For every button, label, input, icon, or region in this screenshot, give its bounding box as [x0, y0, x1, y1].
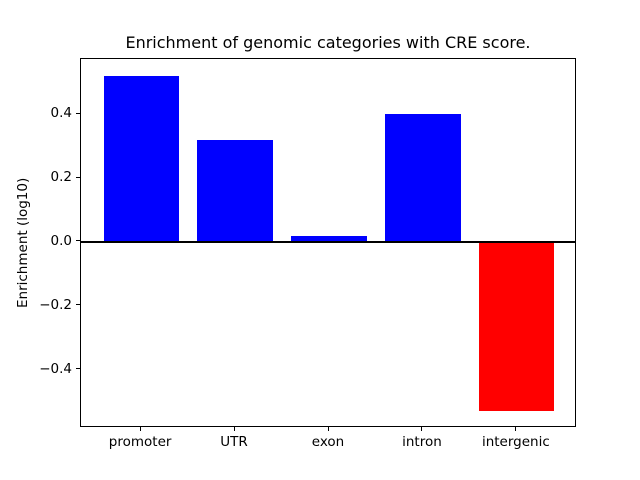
x-tick-mark: [421, 427, 423, 431]
bar-UTR: [197, 139, 273, 242]
zero-axhline: [81, 240, 575, 244]
x-tick-label-intron: intron: [402, 434, 442, 450]
y-tick-mark: [76, 368, 80, 370]
plot-area: [80, 58, 576, 427]
bar-exon: [291, 235, 367, 242]
x-tick-mark: [515, 427, 517, 431]
bar-intergenic: [479, 241, 555, 412]
chart-title: Enrichment of genomic categories with CR…: [125, 33, 531, 52]
x-tick-label-intergenic: intergenic: [481, 434, 550, 450]
bar-promoter: [103, 75, 179, 242]
bar-intron: [385, 114, 461, 242]
x-tick-mark: [139, 427, 141, 431]
x-tick-mark: [233, 427, 235, 431]
x-tick-mark: [327, 427, 329, 431]
x-tick-label-promoter: promoter: [108, 434, 172, 450]
y-tick-mark: [76, 112, 80, 114]
y-tick-label-0.4: 0.4: [50, 105, 72, 122]
y-tick-mark: [76, 304, 80, 306]
x-tick-label-UTR: UTR: [220, 434, 248, 450]
x-tick-label-exon: exon: [311, 434, 345, 450]
y-tick-mark: [76, 176, 80, 178]
y-tick-label-0.2: 0.2: [50, 169, 72, 185]
y-tick-label-0.0: 0.0: [50, 232, 72, 249]
y-tick-mark: [76, 240, 80, 242]
y-tick-label-−0.4: −0.4: [39, 360, 72, 377]
y-tick-label-−0.2: −0.2: [39, 296, 72, 313]
